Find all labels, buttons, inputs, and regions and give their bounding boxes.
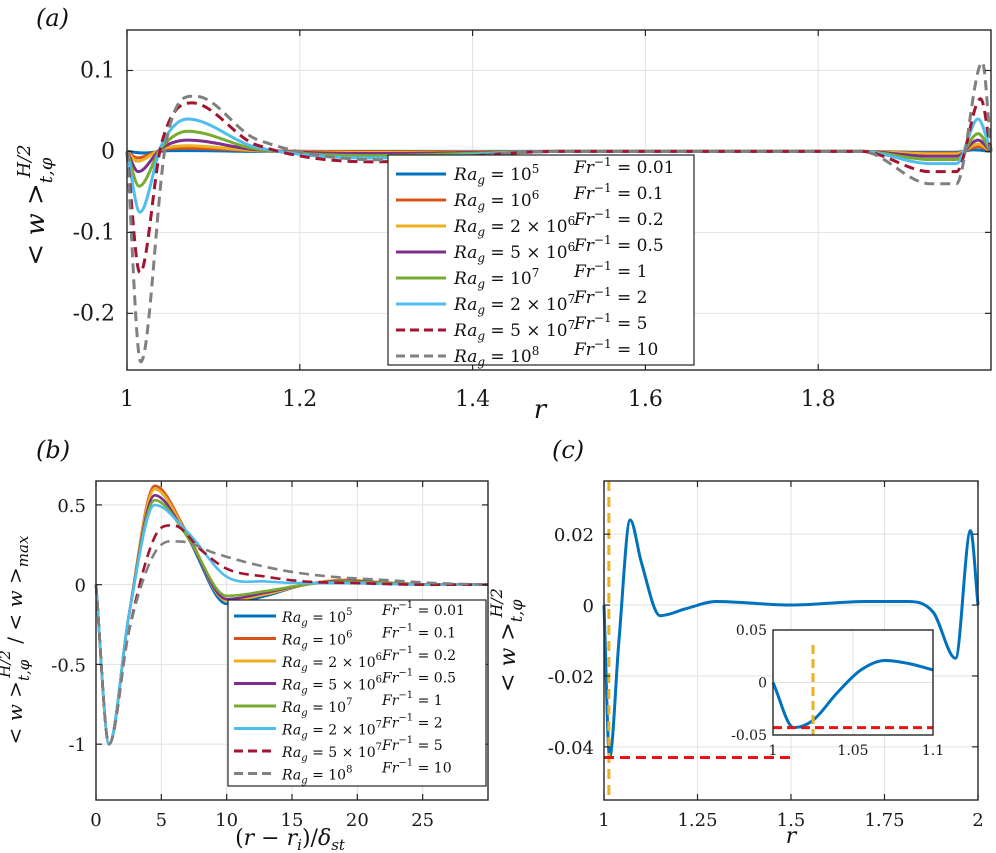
c-series-line-0 bbox=[602, 518, 980, 759]
panel-a-lines bbox=[125, 60, 993, 364]
b-legend-label-5: Rag = 2 × 107Fr−1 = 2 bbox=[281, 713, 443, 742]
a-legend-label-7: Rag = 108 Fr−1 = 10 bbox=[453, 337, 658, 369]
a-legend-label-4: Rag = 107 Fr−1 = 1 bbox=[453, 259, 648, 291]
panel-c-ylabel: < w >t,φH/2 bbox=[487, 588, 526, 692]
c-ytick-label-0: 0.02 bbox=[554, 525, 594, 546]
panel-b-lines bbox=[94, 484, 489, 746]
b-legend-label-3: Rag = 5 × 106Fr−1 = 0.5 bbox=[281, 668, 456, 697]
c-xtick-label-4: 2 bbox=[972, 810, 983, 831]
b-ytick-label-3: -1 bbox=[68, 735, 86, 756]
b-xtick-label-5: 25 bbox=[411, 810, 434, 831]
b-xtick-label-0: 0 bbox=[90, 810, 101, 831]
panel-a: (a) 1 1.2 1.4 1.6 1.8 0.1 0 -0.1 -0.2 r < w >t,φ… bbox=[14, 4, 993, 425]
b-legend-label-7: Rag = 108 Fr−1 = 10 bbox=[281, 758, 452, 787]
c-ytick-label-1: 0 bbox=[583, 596, 594, 617]
a-legend-label-0: Rag = 105 Fr−1 = 0.01 bbox=[453, 155, 675, 187]
c-xtick-label-1: 1.25 bbox=[677, 810, 717, 831]
inset-ytick-label-0: 0.05 bbox=[736, 623, 767, 639]
panel-c: (c) 1 1.25 1.5 1.75 2 0.02 0 -0.02 -0.04 r < w >… bbox=[487, 436, 984, 849]
panel-a-label: (a) bbox=[36, 4, 69, 32]
a-legend-label-5: Rag = 2 × 107Fr−1 = 2 bbox=[453, 285, 648, 317]
a-xtick-label-2: 1.4 bbox=[455, 387, 490, 412]
a-xtick-label-0: 1 bbox=[120, 387, 134, 412]
svg-text:< w >t,φH/2: < w >t,φH/2 bbox=[487, 588, 526, 692]
inset-xtick-label-1: 1.05 bbox=[837, 743, 868, 759]
panel-b-label: (b) bbox=[36, 436, 70, 464]
b-series-line-6 bbox=[94, 524, 488, 746]
b-ytick-label-0: 0.5 bbox=[57, 496, 86, 517]
b-ytick-label-2: -0.5 bbox=[51, 655, 86, 676]
c-xtick-label-3: 1.75 bbox=[864, 810, 904, 831]
a-legend-label-1: Rag = 106 Fr−1 = 0.1 bbox=[453, 181, 664, 213]
panel-b-xlabel: (r − ri)/δst bbox=[235, 826, 346, 853]
a-xtick-label-3: 1.6 bbox=[628, 387, 663, 412]
b-legend-label-4: Rag = 107 Fr−1 = 1 bbox=[281, 690, 443, 719]
inset-frame bbox=[772, 629, 934, 736]
panel-a-xlabel: r bbox=[534, 395, 548, 425]
a-legend-label-3: Rag = 5 × 106Fr−1 = 0.5 bbox=[453, 233, 664, 265]
c-ytick-label-2: -0.02 bbox=[548, 667, 594, 688]
svg-text:< w >t,φH/2 / < w >max: < w >t,φH/2 / < w >max bbox=[0, 535, 33, 744]
a-series-line-7 bbox=[125, 60, 993, 364]
inset-ticks: 1 1.05 1.1 0.05 0 -0.05 bbox=[731, 623, 944, 759]
c-xtick-label-0: 1 bbox=[598, 810, 609, 831]
b-series-line-7 bbox=[94, 539, 489, 746]
a-ytick-label-3: -0.2 bbox=[73, 301, 115, 326]
a-xtick-label-1: 1.2 bbox=[282, 387, 317, 412]
a-legend-label-2: Rag = 2 × 106Fr−1 = 0.2 bbox=[453, 207, 664, 239]
panel-c-ticks: 1 1.25 1.5 1.75 2 0.02 0 -0.02 -0.04 bbox=[548, 481, 984, 831]
b-xtick-label-3: 15 bbox=[281, 810, 304, 831]
a-ytick-label-1: 0 bbox=[101, 139, 115, 164]
panel-c-label: (c) bbox=[552, 436, 584, 464]
a-xtick-label-4: 1.8 bbox=[801, 387, 836, 412]
inset-xtick-label-2: 1.1 bbox=[922, 743, 944, 759]
a-ytick-label-2: -0.1 bbox=[73, 220, 115, 245]
inset-xtick-label-0: 1 bbox=[769, 743, 778, 759]
panel-c-xlabel: r bbox=[786, 824, 798, 849]
panel-b-ylabel: < w >t,φH/2 / < w >max bbox=[0, 535, 33, 744]
a-ytick-label-0: 0.1 bbox=[80, 58, 115, 83]
panel-b-ticks: 0 5 10 15 20 25 0.5 0 -0.5 -1 bbox=[51, 481, 488, 831]
panel-a-ticks: 1 1.2 1.4 1.6 1.8 0.1 0 -0.1 -0.2 bbox=[73, 30, 991, 412]
b-xtick-label-1: 5 bbox=[156, 810, 167, 831]
c-xtick-label-2: 1.5 bbox=[777, 810, 806, 831]
inset-ytick-label-1: 0 bbox=[758, 676, 767, 692]
b-legend-label-1: Rag = 106 Fr−1 = 0.1 bbox=[281, 623, 456, 652]
b-xtick-label-4: 20 bbox=[346, 810, 369, 831]
b-ytick-label-1: 0 bbox=[75, 576, 86, 597]
panel-c-inset: 1 1.05 1.1 0.05 0 -0.05 bbox=[731, 623, 944, 759]
c-ytick-label-3: -0.04 bbox=[548, 738, 594, 759]
panel-a-frame bbox=[126, 29, 992, 371]
inset-ytick-label-2: -0.05 bbox=[731, 728, 767, 744]
a-legend-label-6: Rag = 5 × 107Fr−1 = 5 bbox=[453, 311, 648, 343]
svg-text:< w >t,φH/2: < w >t,φH/2 bbox=[14, 144, 57, 265]
b-legend-label-6: Rag = 5 × 107Fr−1 = 5 bbox=[281, 735, 443, 764]
panel-a-ylabel: < w >t,φH/2 bbox=[14, 144, 57, 265]
b-xtick-label-2: 10 bbox=[215, 810, 238, 831]
b-legend-label-0: Rag = 105 Fr−1 = 0.01 bbox=[281, 600, 465, 629]
b-legend-label-2: Rag = 2 × 106Fr−1 = 0.2 bbox=[281, 645, 456, 674]
panel-b: (b) 0 5 10 15 20 25 0.5 0 -0.5 -1 (r − ri)/δst < … bbox=[0, 436, 489, 853]
